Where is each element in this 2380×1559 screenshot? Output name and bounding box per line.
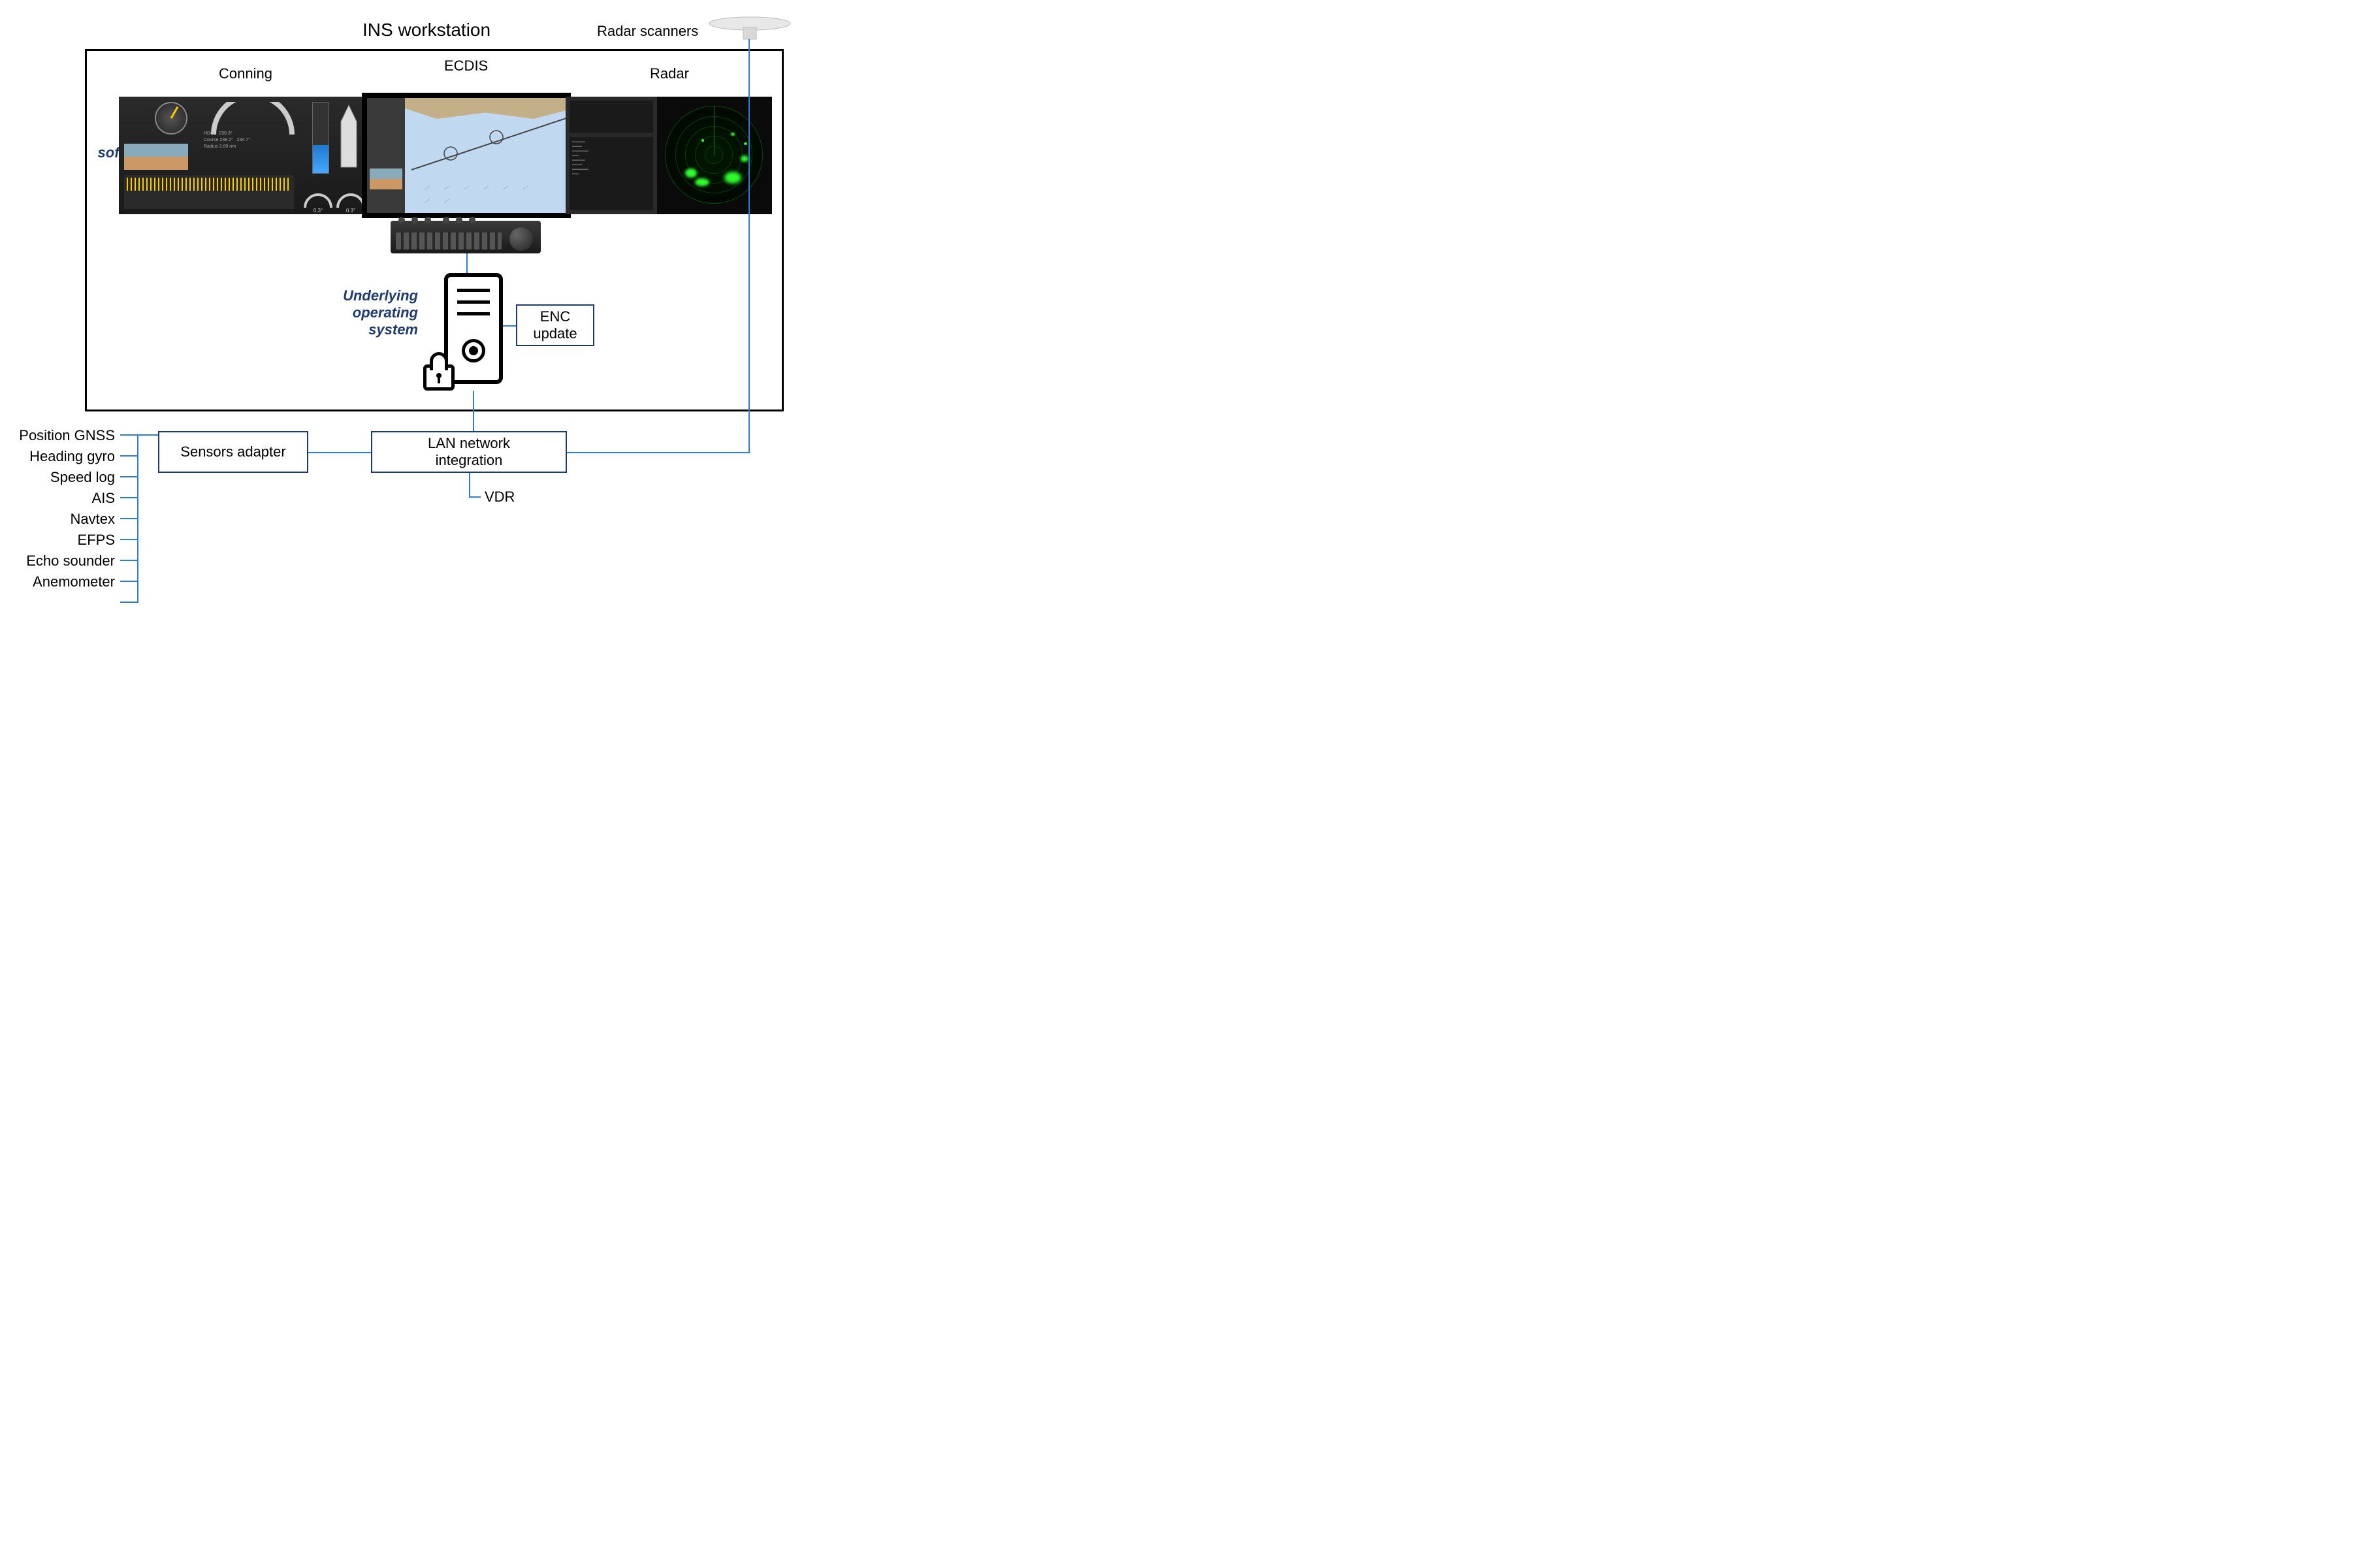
connector-line (120, 476, 138, 477)
ecdis-screen (362, 93, 571, 218)
connector-line (120, 434, 158, 436)
connector-line (120, 455, 138, 457)
sensors-adapter-box: Sensors adapter (158, 431, 308, 473)
sensor-label: EFPS (4, 532, 115, 549)
enc-update-box: ENC update (516, 304, 594, 346)
sensor-label: Anemometer (4, 573, 115, 590)
lan-integration-box: LAN network integration (371, 431, 567, 473)
sensor-label: Echo sounder (4, 553, 115, 570)
conning-label: Conning (219, 65, 272, 82)
radar-antenna-icon (704, 14, 796, 50)
sensor-label: Heading gyro (4, 448, 115, 465)
connector-line (466, 253, 468, 273)
conning-screen: HDG 230.3° Course 239.2° 234.7° Radius 2… (119, 97, 367, 214)
sensor-label: Speed log (4, 469, 115, 486)
connector-line (469, 473, 470, 496)
connector-line (503, 325, 516, 327)
vdr-label: VDR (485, 489, 515, 506)
radar-scanners-label: Radar scanners (597, 23, 698, 40)
sensor-label: Position GNSS (4, 427, 115, 444)
connector-line (120, 560, 138, 561)
connector-line (120, 602, 138, 603)
control-keyboard (391, 221, 541, 253)
sensor-label: AIS (4, 490, 115, 507)
radar-label: Radar (650, 65, 689, 82)
connector-line (120, 497, 138, 498)
radar-screen: ▬▬▬▬▬▬▬▬▬▬▬▬▬▬▬▬▬▬▬▬▬▬▬▬▬▬▬▬ (566, 97, 772, 214)
connector-line (308, 452, 371, 453)
connector-line (120, 581, 138, 582)
trackball-icon (509, 227, 533, 251)
ecdis-label: ECDIS (444, 57, 488, 74)
connector-line (567, 452, 750, 453)
underlying-os-label: Underlying operating system (333, 287, 418, 338)
connector-line (120, 539, 138, 540)
connector-line (748, 39, 750, 453)
svg-text:0.3°: 0.3° (346, 208, 355, 213)
diagram-title: INS workstation (362, 20, 490, 40)
sensor-label: Navtex (4, 511, 115, 528)
connector-line (469, 496, 481, 498)
svg-text:0.3°: 0.3° (314, 208, 323, 213)
connector-line (473, 391, 474, 431)
lock-icon (423, 364, 455, 391)
connector-line (120, 518, 138, 519)
